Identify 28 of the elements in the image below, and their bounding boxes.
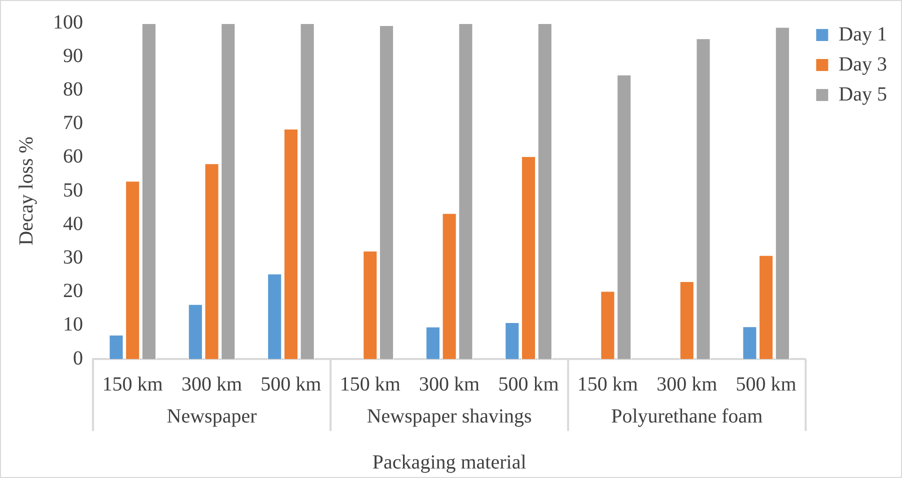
legend-label: Day 3 [838,53,888,76]
x-tick-label: 300 km [419,373,480,396]
x-tick-label: 150 km [102,373,164,396]
y-tick-label: 30 [63,246,83,268]
y-tick-label: 100 [53,11,83,34]
x-tick-label: 500 km [260,373,322,396]
y-tick-label: 90 [63,44,83,67]
x-tick-label: 500 km [498,373,560,396]
y-tick-label: 80 [63,78,83,100]
y-tick-label: 60 [63,146,83,168]
y-tick-label: 50 [63,179,83,202]
x-tick-label: 300 km [656,373,718,396]
y-tick-label: 40 [63,212,83,235]
text: Newspaper [166,405,258,428]
legend-label: Day 5 [838,83,888,106]
x-tick-label: 150 km [577,373,638,396]
y-axis-title: Decay loss % [15,136,38,246]
y-tick-label: 20 [63,280,83,302]
x-axis-title: Packaging material [372,451,527,474]
text: Newspaper shavings [366,405,532,428]
text: Polyurethane foam [611,405,764,428]
x-tick-label: 150 km [340,373,401,396]
y-tick-label: 70 [63,112,83,134]
legend-label: Day 1 [838,23,888,46]
x-tick-label: 500 km [736,373,797,396]
y-tick-label: 10 [63,314,83,336]
y-tick-label: 0 [73,347,83,370]
x-tick-label: 300 km [182,373,242,396]
